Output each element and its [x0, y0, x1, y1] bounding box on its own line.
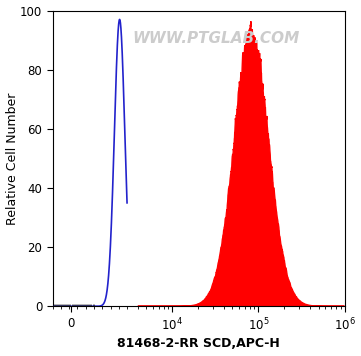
X-axis label: 81468-2-RR SCD,APC-H: 81468-2-RR SCD,APC-H — [117, 337, 280, 350]
Text: WWW.PTGLAB.COM: WWW.PTGLAB.COM — [132, 31, 300, 46]
Polygon shape — [138, 21, 344, 306]
Y-axis label: Relative Cell Number: Relative Cell Number — [5, 92, 18, 225]
